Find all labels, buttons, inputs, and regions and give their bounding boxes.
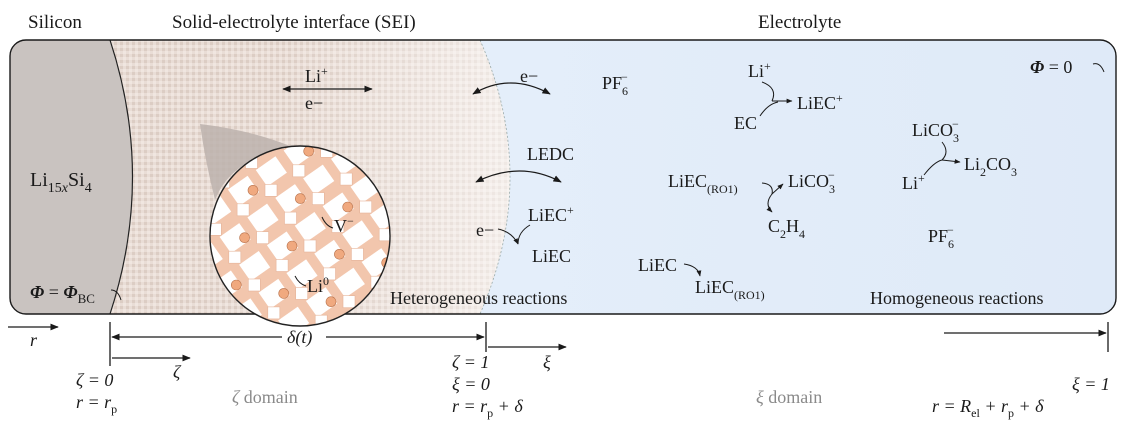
vacancy-site xyxy=(264,184,278,197)
lithium-atom xyxy=(365,352,375,362)
left-zeta-eq: ζ = 0 xyxy=(76,370,113,390)
lithium-atom xyxy=(286,240,298,252)
vacancy-site xyxy=(193,318,205,330)
species-ec: EC xyxy=(734,113,757,133)
species-lico3: LiCO3− xyxy=(788,168,835,196)
interface-ledc: LEDC xyxy=(527,144,574,164)
boundary-right: Φ = 0 xyxy=(1030,57,1072,77)
silicon-title: Silicon xyxy=(28,12,82,33)
species-liec-b: LiEC xyxy=(638,255,677,275)
silicon-composition: Li15xSi4 xyxy=(30,169,92,196)
vacancy-site xyxy=(311,192,325,205)
sei-title: Solid-electrolyte interface (SEI) xyxy=(172,12,416,33)
species-lico3-b: LiCO3− xyxy=(912,117,959,145)
lithium-atom xyxy=(278,288,290,299)
species-liec-plus: LiEC+ xyxy=(797,91,843,113)
axis-zeta: ζ xyxy=(173,362,182,382)
pf6-bottom: PF6− xyxy=(928,223,954,251)
sei-electron: e− xyxy=(305,93,323,113)
lithium-atom xyxy=(421,313,431,323)
vacancy-site xyxy=(339,172,353,186)
species-liec-ro1: LiEC(RO1) xyxy=(668,171,738,196)
silicon-region xyxy=(10,40,133,314)
vacancy-site xyxy=(284,211,297,225)
pf6-top: PF6− xyxy=(602,70,628,98)
interface-liec-plus: LiEC+ xyxy=(528,203,574,225)
right-r-eq: r = Rel + rp + δ xyxy=(932,396,1044,420)
lithium-label: Li0 xyxy=(307,274,329,296)
sei-li-plus: Li+ xyxy=(305,64,328,86)
lithium-atom xyxy=(223,327,233,337)
axis-xi: ξ xyxy=(543,352,551,372)
lithium-atom xyxy=(325,296,337,308)
interface-ledc-arrow xyxy=(475,170,562,183)
right-xi-eq: ξ = 1 xyxy=(1072,374,1110,394)
species-li-plus-b: Li+ xyxy=(902,171,925,193)
vacancy-site xyxy=(351,248,364,261)
species-li-plus: Li+ xyxy=(748,59,771,81)
vacancy-site xyxy=(326,390,338,402)
vacancy-site xyxy=(256,231,269,244)
vacancy-site xyxy=(236,203,250,217)
interface-electron-arrow xyxy=(472,82,551,95)
axis-delta: δ(t) xyxy=(287,327,312,348)
interface-electron-low: e− xyxy=(476,220,494,240)
lithium-atom xyxy=(247,185,259,196)
lithium-atom xyxy=(318,344,328,354)
lithium-atom xyxy=(334,249,345,260)
vacancy-site xyxy=(295,287,309,300)
zeta-domain-label: ζ domain xyxy=(232,387,298,407)
mid-zeta-eq: ζ = 1 xyxy=(452,352,489,372)
boundary-left: Φ = ΦBC xyxy=(30,282,95,306)
species-c2h4: C2H4 xyxy=(768,216,805,241)
vacancy-site xyxy=(275,259,289,272)
vacancy-site xyxy=(210,223,222,236)
lithium-atom xyxy=(303,146,315,157)
vacancy-site xyxy=(259,354,271,366)
vacancy-site xyxy=(378,228,390,242)
xi-domain-label: ξ domain xyxy=(756,387,822,407)
vacancy-site xyxy=(331,220,345,233)
mid-r-eq: r = rp + δ xyxy=(452,396,523,420)
species-liec-ro1-b: LiEC(RO1) xyxy=(695,277,765,302)
vacancy-site xyxy=(342,295,356,309)
lithium-atom xyxy=(176,319,186,329)
vacancy-site xyxy=(323,267,336,281)
axis-r: r xyxy=(30,330,38,350)
lithium-atom xyxy=(231,279,242,291)
vacancy-site xyxy=(314,314,328,326)
vacancy-site xyxy=(228,250,242,264)
vacancy-site xyxy=(212,346,224,358)
heterogeneous-label: Heterogeneous reactions xyxy=(390,288,567,308)
lithium-atom xyxy=(309,391,319,401)
lithium-atom xyxy=(294,193,306,204)
vacancy-site xyxy=(410,332,422,344)
vacancy-site xyxy=(299,410,311,422)
vacancy-label: V− xyxy=(334,214,354,236)
interface-electron-top: e− xyxy=(520,66,538,86)
lithium-atom xyxy=(239,232,250,243)
vacancy-site xyxy=(335,343,347,355)
vacancy-site xyxy=(362,323,375,326)
interface-liec: LiEC xyxy=(532,246,571,266)
coordinate-axes: r δ(t) ζ ξ xyxy=(8,322,1109,382)
vacancy-site xyxy=(292,164,306,178)
vacancy-site xyxy=(232,374,244,386)
vacancy-site xyxy=(248,278,261,292)
lithium-atom xyxy=(215,375,225,385)
lithium-atom xyxy=(342,201,354,213)
homogeneous-label: Homogeneous reactions xyxy=(870,288,1043,308)
electrolyte-title: Electrolyte xyxy=(758,12,841,33)
species-li2co3: Li2CO3 xyxy=(964,154,1017,179)
vacancy-site xyxy=(307,363,319,375)
vacancy-site xyxy=(382,351,394,363)
vacancy-site xyxy=(354,371,366,383)
domain-box xyxy=(9,39,1117,315)
left-r-eq: r = rp xyxy=(76,392,117,416)
vacancy-site xyxy=(359,200,373,214)
mid-xi-eq: ξ = 0 xyxy=(452,374,490,394)
vacancy-site xyxy=(303,239,317,253)
vacancy-site xyxy=(267,306,281,320)
